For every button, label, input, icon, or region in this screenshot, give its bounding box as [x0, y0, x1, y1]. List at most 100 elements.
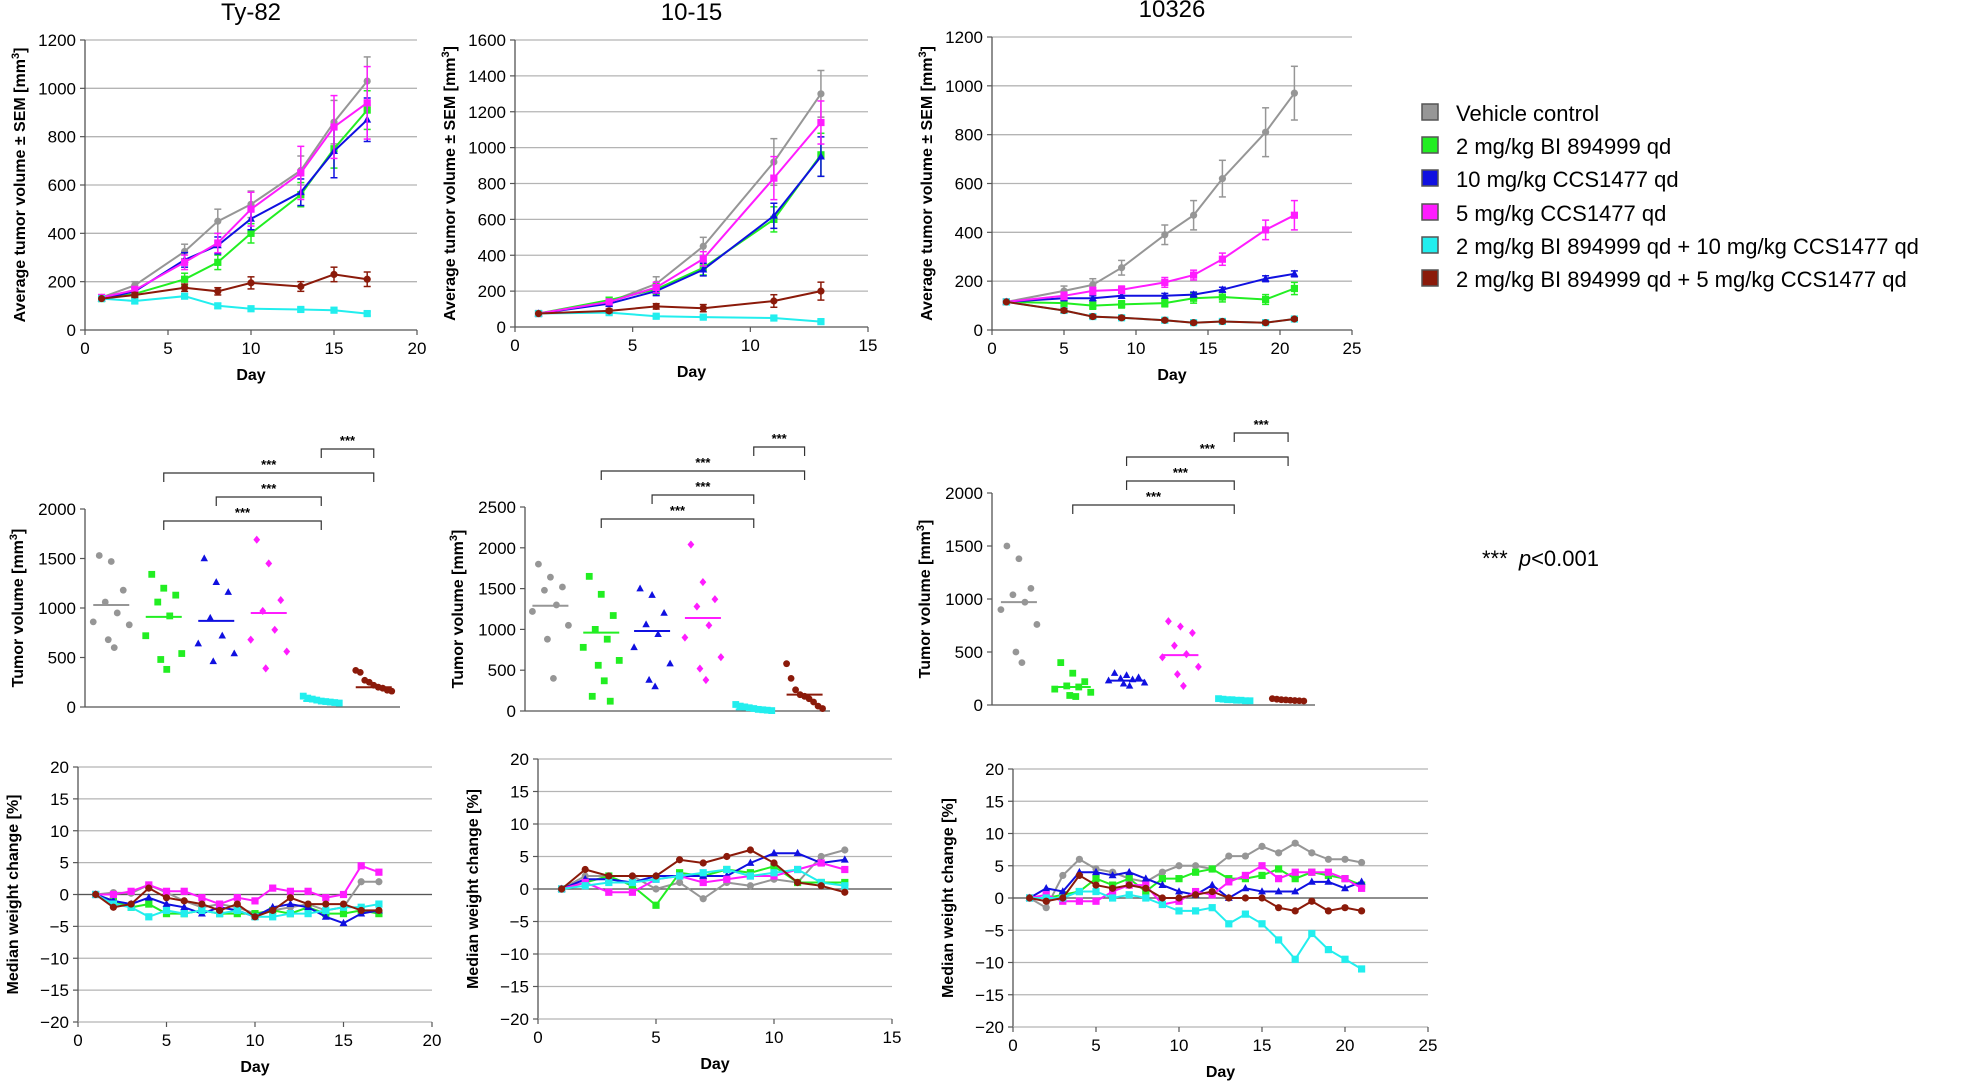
data-point — [1072, 693, 1080, 700]
data-point — [1009, 591, 1017, 599]
y-tick-label: 1500 — [38, 550, 76, 569]
y-tick-label: −20 — [40, 1013, 69, 1032]
data-point — [375, 878, 383, 886]
x-tick-label: 5 — [651, 1028, 660, 1047]
data-point — [304, 887, 312, 895]
data-point — [541, 586, 548, 594]
legend-label: 2 mg/kg BI 894999 qd + 5 mg/kg CCS1477 q… — [1456, 267, 1907, 292]
group — [681, 540, 725, 685]
significance-bracket: *** — [600, 503, 755, 528]
y-axis-label: Median weight change [%] — [465, 789, 482, 989]
data-point — [308, 695, 316, 703]
data-point — [1275, 849, 1283, 857]
data-point — [1075, 855, 1083, 863]
series — [558, 846, 849, 896]
data-point — [597, 590, 605, 598]
group — [1051, 659, 1095, 700]
data-point — [269, 913, 277, 921]
data-point — [131, 286, 139, 294]
data-point — [1066, 692, 1074, 699]
chart-w1: −20 −15 −10 −5 0 5 10 15 20 0 5 10 15 20 Day Median wei… — [5, 758, 441, 1076]
data-point — [605, 888, 613, 896]
series-line — [101, 119, 368, 300]
data-point — [1225, 894, 1233, 902]
data-point — [1125, 867, 1134, 876]
data-point — [1027, 585, 1035, 592]
significance-threshold: <0.001 — [1531, 546, 1599, 571]
data-point — [535, 560, 542, 568]
data-point — [1088, 293, 1097, 302]
data-point — [1218, 317, 1226, 326]
data-point — [1275, 936, 1283, 944]
data-point — [286, 894, 294, 902]
data-point — [216, 900, 224, 908]
data-point — [357, 862, 365, 870]
data-point — [154, 598, 162, 606]
y-tick-label: −15 — [500, 978, 529, 997]
data-point — [1241, 910, 1249, 918]
x-axis-label: Day — [677, 364, 706, 381]
data-point — [1275, 865, 1283, 873]
data-point — [262, 664, 270, 673]
data-point — [109, 903, 117, 911]
data-point — [1175, 862, 1183, 870]
data-point — [732, 701, 740, 708]
data-point — [770, 859, 778, 867]
data-point — [817, 852, 825, 861]
data-point — [1208, 904, 1216, 912]
y-tick-label: 2000 — [38, 500, 76, 519]
bracket-label: *** — [261, 481, 277, 496]
data-point — [1190, 294, 1198, 302]
group — [630, 584, 674, 690]
x-tick-label: 10 — [741, 336, 760, 355]
data-point — [705, 621, 713, 630]
data-point — [1291, 955, 1299, 963]
data-point — [1262, 226, 1270, 234]
y-tick-label: 10 — [510, 815, 529, 834]
data-point — [841, 865, 849, 874]
bracket-label: *** — [695, 479, 711, 494]
data-point — [1089, 312, 1097, 321]
data-point — [581, 882, 589, 890]
bracket-line — [1072, 504, 1235, 514]
x-tick-label: 10 — [1170, 1036, 1189, 1055]
series — [98, 90, 371, 303]
data-point — [628, 888, 636, 896]
data-point — [652, 312, 660, 320]
data-point — [375, 906, 383, 915]
data-point — [1015, 555, 1023, 563]
x-tick-label: 0 — [533, 1028, 542, 1047]
data-point — [125, 621, 133, 629]
bracket-line — [600, 470, 806, 480]
data-point — [1051, 685, 1059, 693]
y-tick-label: −10 — [975, 954, 1004, 973]
data-point — [1125, 875, 1133, 883]
significance-bracket: *** — [651, 479, 755, 504]
bracket-label: *** — [1146, 489, 1162, 504]
y-tick-label: 1500 — [478, 580, 516, 599]
group — [997, 542, 1041, 666]
data-point — [277, 596, 285, 605]
x-tick-label: 0 — [1008, 1036, 1017, 1055]
data-point — [681, 633, 689, 642]
data-point — [1291, 875, 1299, 883]
data-point — [1116, 674, 1125, 682]
data-point — [699, 304, 707, 312]
data-point — [89, 618, 97, 626]
x-tick-label: 0 — [510, 336, 519, 355]
data-point — [92, 890, 100, 899]
significance-bracket: *** — [1125, 465, 1235, 490]
x-tick-label: 10 — [242, 339, 261, 358]
data-point — [606, 697, 614, 705]
data-point — [1042, 897, 1050, 905]
data-point — [1290, 315, 1298, 323]
series-line — [538, 290, 822, 315]
data-point — [841, 882, 849, 890]
data-point — [746, 858, 755, 866]
chart-w3: −20 −15 −10 −5 0 5 10 15 20 0 5 10 15 20 25 Day Median w… — [940, 760, 1437, 1081]
data-point — [363, 309, 371, 318]
bracket-line — [163, 520, 322, 530]
chart-g2: 0 200 400 600 800 1000 1200 1400 1600 0 5 10 15 Day Av… — [440, 0, 877, 381]
series — [98, 65, 371, 301]
data-point — [1158, 868, 1166, 876]
